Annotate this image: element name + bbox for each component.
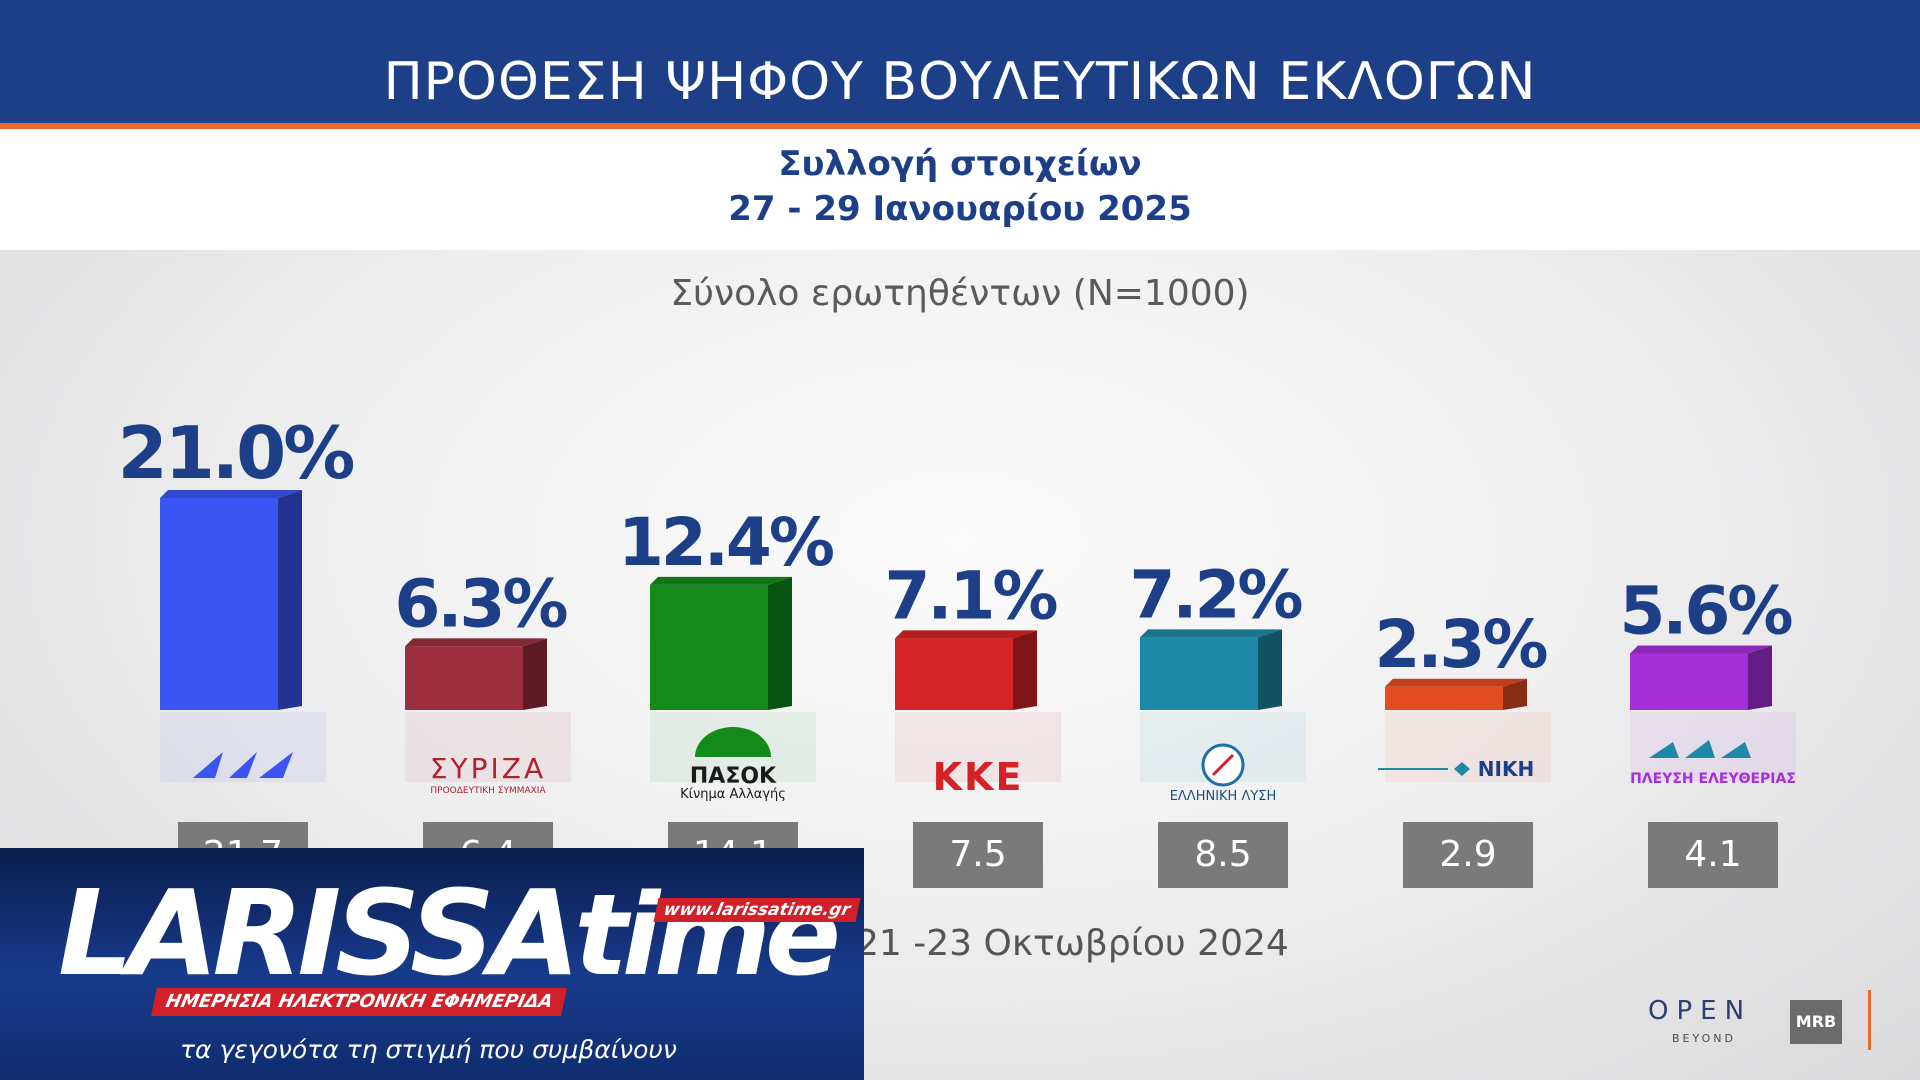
party-logo-subtext: ΠΡΟΟΔΕΥΤΙΚΗ ΣΥΜΜΑΧΙΑ [430,786,546,796]
larissatime-overlay: LARISSAtime www.larissatime.gr ΗΜΕΡΗΣΙΑ … [0,848,864,1080]
pasok-sun-icon [695,727,771,757]
overlay-tagline: ΗΜΕΡΗΣΙΑ ΗΛΕΚΤΡΟΝΙΚΗ ΕΦΗΜΕΡΙΔΑ [151,988,568,1016]
bar-reflection [1630,712,1796,782]
bar [1140,637,1258,710]
mrb-logo: MRB [1790,1000,1842,1044]
bar-side [278,490,302,710]
bar-reflection [405,712,571,782]
bar-side [1503,678,1527,710]
bar [405,646,523,710]
chart-title: Σύνολο ερωτηθέντων (N=1000) [670,273,1250,314]
overlay-url: www.larissatime.gr [653,898,861,922]
party-logo-text: ΣΥΡΙΖΑ [430,752,546,785]
subheader-line-2: 27 - 29 Ιανουαρίου 2025 [728,189,1192,229]
plefsi-sail-icon-1 [1649,742,1679,758]
bar-side [1258,629,1282,710]
bar-top [160,490,302,498]
bar-top [895,630,1037,639]
overlay-slogan: τα γεγονότα τη στιγμή που συμβαίνουν [180,1035,677,1064]
previous-value-box: 2.9 [1403,822,1533,888]
party-logo-text: ΠΑΣΟΚ [690,764,777,789]
party-logo-text: ΚΚΕ [933,755,1024,799]
brand-divider [1868,990,1871,1050]
bar-top [1385,678,1527,687]
nd-logo-shape-3 [259,752,293,778]
nd-logo-shape-2 [229,752,257,778]
previous-value-box: 8.5 [1158,822,1288,888]
bar-reflection [895,712,1061,782]
bar [650,584,768,710]
bar-side [1013,630,1037,710]
previous-caption: 21 -23 Οκτωβρίου 2024 [856,923,1289,964]
bar [1630,653,1748,710]
bar-side [768,576,792,710]
plefsi-sail-icon-2 [1685,740,1715,758]
niki-star-icon [1454,762,1470,776]
bar-top [1140,629,1282,638]
bar [895,638,1013,710]
previous-value-box: 7.5 [913,822,1043,888]
bar [1385,686,1503,710]
subheader-band [0,129,1920,250]
overlay-brand: LARISSAtime [58,868,841,1001]
bar-side [523,638,547,710]
bar-value-label: 7.1% [884,557,1057,634]
overlay-brand-main: LARISSA [58,864,580,1002]
previous-value-box: 4.1 [1648,822,1778,888]
compass-needle-icon [1211,753,1235,777]
plefsi-sail-icon-3 [1721,742,1751,758]
party-logo-text: ΝΙΚΗ [1478,757,1534,781]
party-logo-subtext: Κίνημα Αλλαγής [680,787,786,802]
bar-top [405,638,547,647]
bar-value-label: 6.3% [394,565,567,642]
party-logo-text: ΠΛΕΥΣΗ ΕΛΕΥΘΕΡΙΑΣ [1630,771,1796,787]
open-beyond-text: BEYOND [1672,1032,1736,1045]
bar-value-label: 7.2% [1129,556,1302,633]
overlay-brand-suffix: time [574,871,841,1001]
bar-value-label: 21.0% [118,411,354,495]
header-accent-line [0,123,1920,129]
open-logo: OPEN [1648,996,1753,1026]
bar-top [650,576,792,585]
page-title: ΠΡΟΘΕΣΗ ΨΗΦΟΥ ΒΟΥΛΕΥΤΙΚΩΝ ΕΚΛΟΓΩΝ [383,52,1537,112]
party-logo-text: ΕΛΛΗΝΙΚΗ ΛΥΣΗ [1170,789,1277,804]
bar-value-label: 2.3% [1374,606,1547,683]
bar [160,498,278,710]
subheader-line-1: Συλλογή στοιχείων [778,144,1142,184]
bar-value-label: 12.4% [618,504,834,581]
bar-value-label: 5.6% [1619,572,1792,649]
bar-top [1630,645,1772,654]
bar-side [1748,645,1772,710]
header-bar [0,0,1920,125]
nd-logo-shape-1 [193,752,223,778]
